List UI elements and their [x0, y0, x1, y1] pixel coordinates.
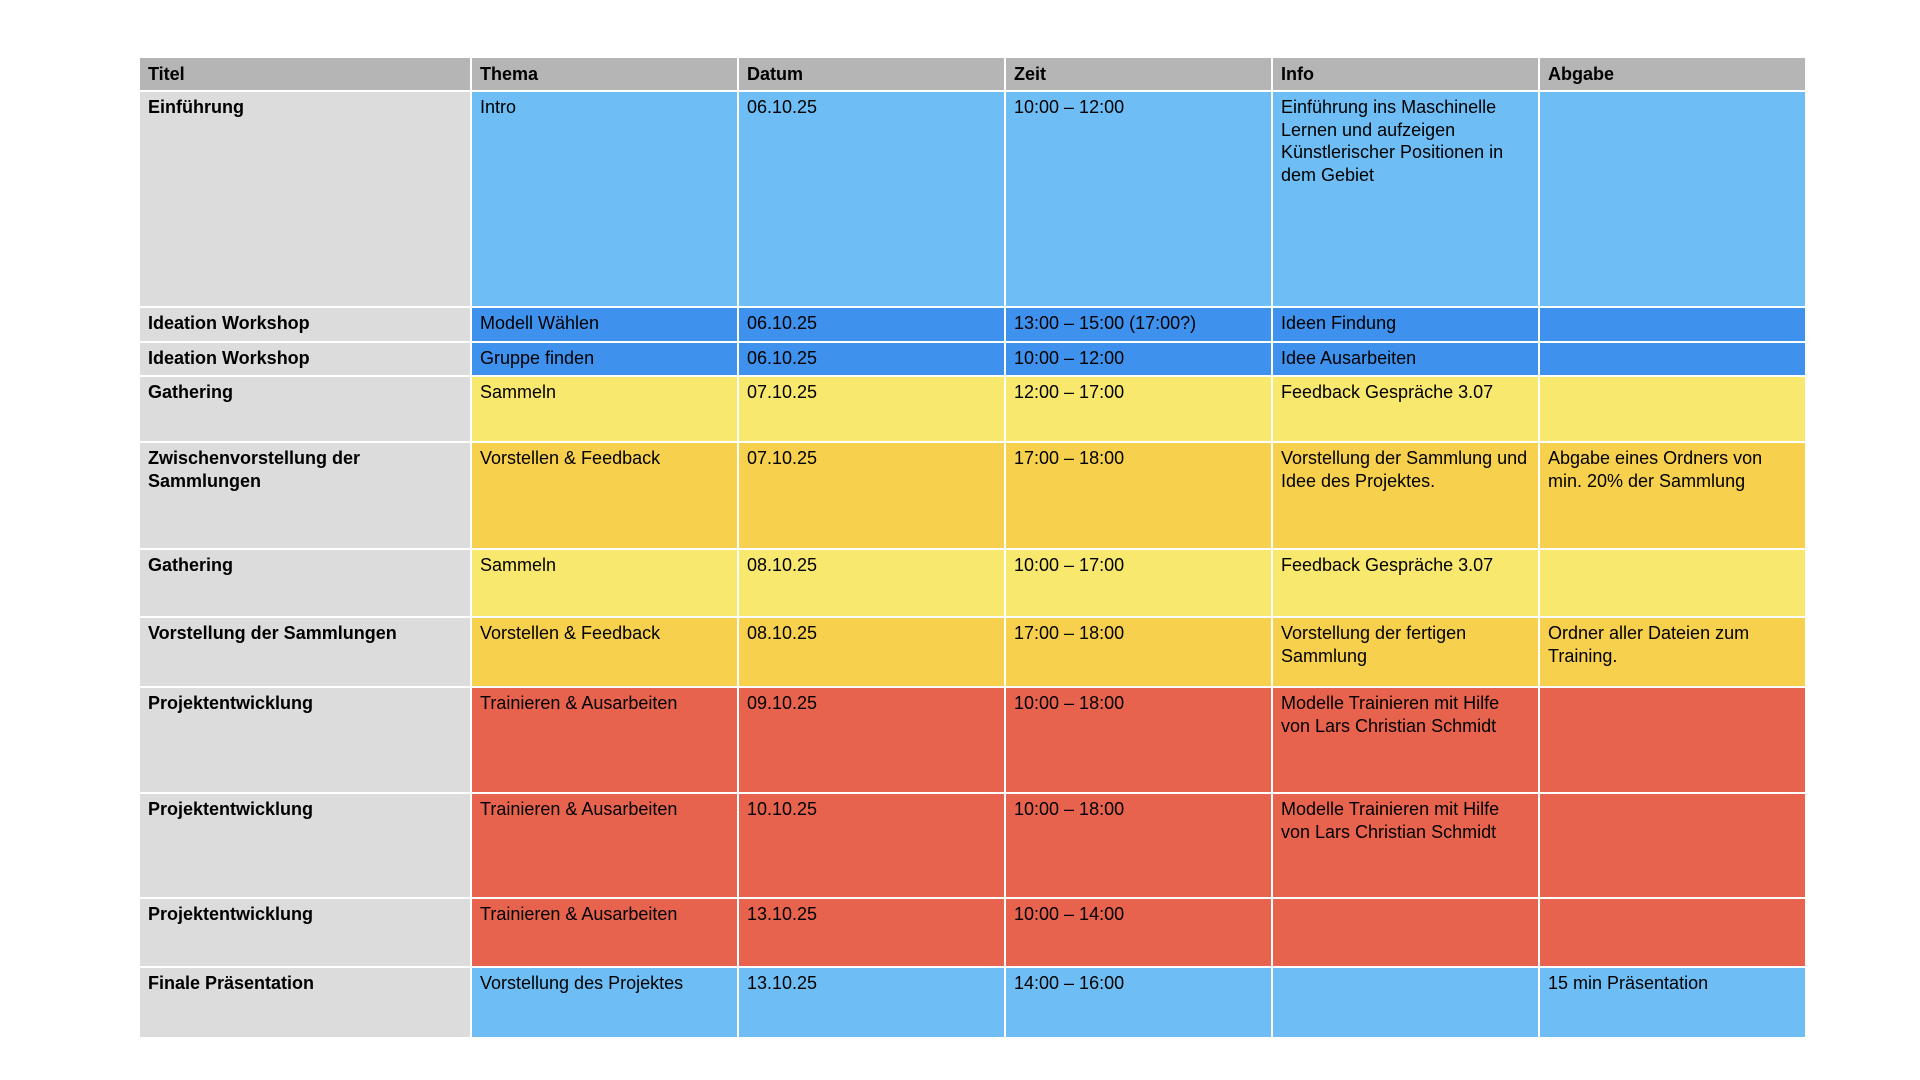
cell-datum[interactable]: 08.10.25 [739, 618, 1004, 686]
cell-info[interactable]: Feedback Gespräche 3.07 [1273, 377, 1538, 441]
table-row: Ideation Workshop Gruppe finden 06.10.25… [140, 343, 1805, 375]
column-header-datum[interactable]: Datum [739, 58, 1004, 90]
cell-abgabe[interactable] [1540, 550, 1805, 616]
cell-titel[interactable]: Einführung [140, 92, 470, 306]
cell-zeit[interactable]: 12:00 – 17:00 [1006, 377, 1271, 441]
cell-info[interactable]: Vorstellung der fertigen Sammlung [1273, 618, 1538, 686]
cell-datum[interactable]: 06.10.25 [739, 308, 1004, 341]
cell-zeit[interactable]: 10:00 – 14:00 [1006, 899, 1271, 966]
cell-zeit[interactable]: 17:00 – 18:00 [1006, 618, 1271, 686]
table-row: Projektentwicklung Trainieren & Ausarbei… [140, 899, 1805, 966]
cell-abgabe[interactable] [1540, 343, 1805, 375]
cell-zeit[interactable]: 10:00 – 18:00 [1006, 688, 1271, 792]
table-row: Projektentwicklung Trainieren & Ausarbei… [140, 794, 1805, 897]
cell-info[interactable]: Modelle Trainieren mit Hilfe von Lars Ch… [1273, 688, 1538, 792]
cell-thema[interactable]: Intro [472, 92, 737, 306]
schedule-table: Titel Thema Datum Zeit Info Abgabe Einfü… [140, 58, 1805, 1037]
cell-thema[interactable]: Vorstellung des Projektes [472, 968, 737, 1037]
cell-zeit[interactable]: 14:00 – 16:00 [1006, 968, 1271, 1037]
cell-info[interactable] [1273, 968, 1538, 1037]
cell-info[interactable] [1273, 899, 1538, 966]
cell-thema[interactable]: Trainieren & Ausarbeiten [472, 688, 737, 792]
cell-datum[interactable]: 08.10.25 [739, 550, 1004, 616]
cell-thema[interactable]: Trainieren & Ausarbeiten [472, 794, 737, 897]
table-row: Ideation Workshop Modell Wählen 06.10.25… [140, 308, 1805, 341]
cell-datum[interactable]: 09.10.25 [739, 688, 1004, 792]
cell-abgabe[interactable]: Ordner aller Dateien zum Training. [1540, 618, 1805, 686]
cell-zeit[interactable]: 10:00 – 17:00 [1006, 550, 1271, 616]
table-row: Gathering Sammeln 07.10.25 12:00 – 17:00… [140, 377, 1805, 441]
cell-info[interactable]: Idee Ausarbeiten [1273, 343, 1538, 375]
column-header-info[interactable]: Info [1273, 58, 1538, 90]
cell-abgabe[interactable] [1540, 688, 1805, 792]
table-row: Projektentwicklung Trainieren & Ausarbei… [140, 688, 1805, 792]
cell-datum[interactable]: 10.10.25 [739, 794, 1004, 897]
column-header-thema[interactable]: Thema [472, 58, 737, 90]
cell-titel[interactable]: Zwischenvorstellung der Sammlungen [140, 443, 470, 548]
table-row: Einführung Intro 06.10.25 10:00 – 12:00 … [140, 92, 1805, 306]
cell-abgabe[interactable] [1540, 899, 1805, 966]
cell-titel[interactable]: Ideation Workshop [140, 343, 470, 375]
cell-titel[interactable]: Ideation Workshop [140, 308, 470, 341]
table-row: Vorstellung der Sammlungen Vorstellen & … [140, 618, 1805, 686]
cell-thema[interactable]: Vorstellen & Feedback [472, 618, 737, 686]
cell-info[interactable]: Modelle Trainieren mit Hilfe von Lars Ch… [1273, 794, 1538, 897]
column-header-titel[interactable]: Titel [140, 58, 470, 90]
cell-abgabe[interactable] [1540, 794, 1805, 897]
cell-titel[interactable]: Gathering [140, 377, 470, 441]
cell-abgabe[interactable] [1540, 92, 1805, 306]
cell-datum[interactable]: 06.10.25 [739, 92, 1004, 306]
cell-info[interactable]: Einführung ins Maschinelle Lernen und au… [1273, 92, 1538, 306]
cell-datum[interactable]: 07.10.25 [739, 443, 1004, 548]
cell-thema[interactable]: Vorstellen & Feedback [472, 443, 737, 548]
cell-zeit[interactable]: 17:00 – 18:00 [1006, 443, 1271, 548]
cell-abgabe[interactable]: 15 min Präsentation [1540, 968, 1805, 1037]
cell-datum[interactable]: 07.10.25 [739, 377, 1004, 441]
cell-titel[interactable]: Finale Präsentation [140, 968, 470, 1037]
column-header-zeit[interactable]: Zeit [1006, 58, 1271, 90]
cell-info[interactable]: Vorstellung der Sammlung und Idee des Pr… [1273, 443, 1538, 548]
cell-zeit[interactable]: 13:00 – 15:00 (17:00?) [1006, 308, 1271, 341]
table-row: Finale Präsentation Vorstellung des Proj… [140, 968, 1805, 1037]
cell-info[interactable]: Ideen Findung [1273, 308, 1538, 341]
cell-zeit[interactable]: 10:00 – 12:00 [1006, 92, 1271, 306]
cell-titel[interactable]: Projektentwicklung [140, 899, 470, 966]
cell-thema[interactable]: Modell Wählen [472, 308, 737, 341]
table-row: Zwischenvorstellung der Sammlungen Vorst… [140, 443, 1805, 548]
cell-thema[interactable]: Gruppe finden [472, 343, 737, 375]
cell-zeit[interactable]: 10:00 – 12:00 [1006, 343, 1271, 375]
column-header-abgabe[interactable]: Abgabe [1540, 58, 1805, 90]
table-header-row: Titel Thema Datum Zeit Info Abgabe [140, 58, 1805, 90]
cell-abgabe[interactable] [1540, 377, 1805, 441]
cell-titel[interactable]: Projektentwicklung [140, 794, 470, 897]
cell-titel[interactable]: Gathering [140, 550, 470, 616]
cell-abgabe[interactable]: Abgabe eines Ordners von min. 20% der Sa… [1540, 443, 1805, 548]
cell-info[interactable]: Feedback Gespräche 3.07 [1273, 550, 1538, 616]
cell-thema[interactable]: Sammeln [472, 377, 737, 441]
cell-zeit[interactable]: 10:00 – 18:00 [1006, 794, 1271, 897]
cell-titel[interactable]: Projektentwicklung [140, 688, 470, 792]
cell-datum[interactable]: 13.10.25 [739, 968, 1004, 1037]
cell-abgabe[interactable] [1540, 308, 1805, 341]
cell-titel[interactable]: Vorstellung der Sammlungen [140, 618, 470, 686]
cell-thema[interactable]: Trainieren & Ausarbeiten [472, 899, 737, 966]
table-row: Gathering Sammeln 08.10.25 10:00 – 17:00… [140, 550, 1805, 616]
cell-datum[interactable]: 13.10.25 [739, 899, 1004, 966]
cell-thema[interactable]: Sammeln [472, 550, 737, 616]
cell-datum[interactable]: 06.10.25 [739, 343, 1004, 375]
